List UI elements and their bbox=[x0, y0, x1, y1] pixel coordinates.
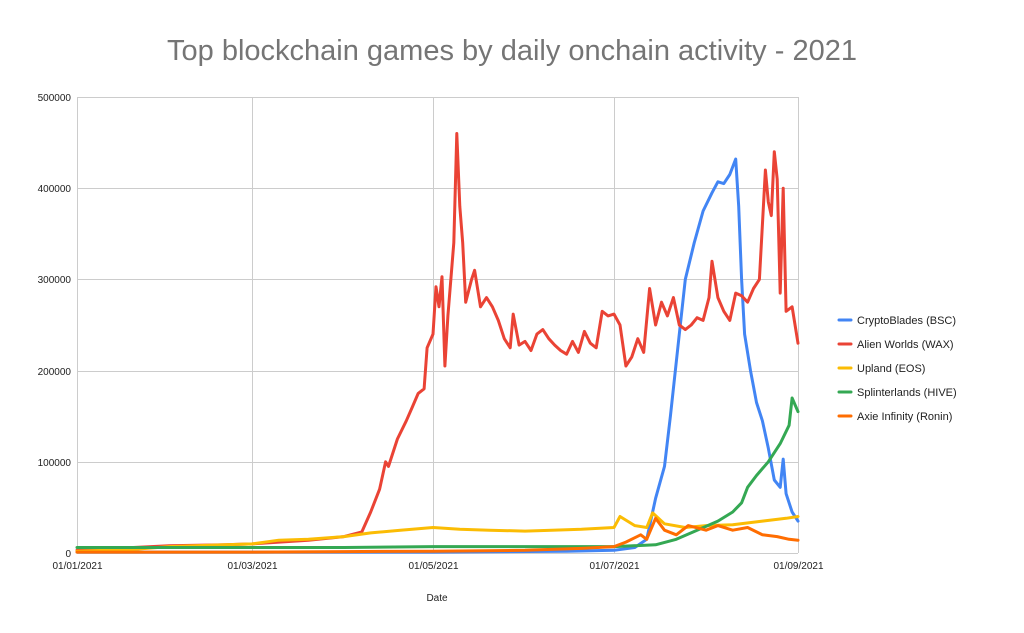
series-lines bbox=[75, 132, 800, 554]
series-line-4 bbox=[75, 396, 800, 549]
series-line-2 bbox=[75, 132, 800, 552]
legend-label: Upland (EOS) bbox=[857, 363, 925, 375]
legend-label: Axie Infinity (Ronin) bbox=[857, 411, 952, 423]
x-axis-ticks: 01/01/2021 01/03/2021 01/05/2021 01/07/2021… bbox=[52, 561, 823, 572]
y-tick-label: 100000 bbox=[38, 458, 72, 469]
series-line-1 bbox=[75, 157, 800, 554]
chart-title: Top blockchain games by daily onchain ac… bbox=[167, 35, 857, 67]
y-tick-label: 400000 bbox=[38, 184, 72, 195]
y-tick-label: 300000 bbox=[38, 275, 72, 286]
legend-label: Splinterlands (HIVE) bbox=[857, 387, 957, 399]
x-tick-label: 01/05/2021 bbox=[408, 561, 458, 572]
gridlines bbox=[77, 97, 799, 554]
y-tick-label: 500000 bbox=[38, 93, 72, 104]
legend: CryptoBlades (BSC) Alien Worlds (WAX) Upla… bbox=[837, 315, 957, 423]
series-line-5 bbox=[75, 516, 800, 554]
legend-label: CryptoBlades (BSC) bbox=[857, 315, 956, 327]
x-tick-label: 01/07/2021 bbox=[589, 561, 639, 572]
x-tick-label: 01/03/2021 bbox=[227, 561, 277, 572]
y-tick-label: 200000 bbox=[38, 367, 72, 378]
x-tick-label: 01/09/2021 bbox=[773, 561, 823, 572]
x-axis-label: Date bbox=[426, 593, 448, 604]
x-tick-label: 01/01/2021 bbox=[52, 561, 102, 572]
legend-label: Alien Worlds (WAX) bbox=[857, 339, 954, 351]
y-tick-label: 0 bbox=[65, 549, 71, 560]
y-axis-ticks: 0 100000 200000 300000 400000 500000 bbox=[38, 93, 72, 560]
